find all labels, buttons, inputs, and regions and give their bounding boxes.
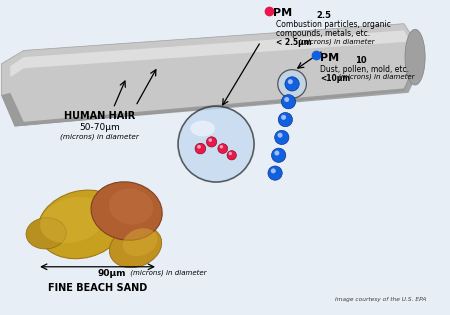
Ellipse shape [109, 226, 162, 268]
Polygon shape [0, 64, 1, 95]
Ellipse shape [109, 189, 153, 225]
Circle shape [281, 115, 286, 120]
Text: Combustion particles, organic: Combustion particles, organic [276, 20, 392, 29]
Text: (microns) in diameter: (microns) in diameter [296, 38, 374, 45]
Text: (microns) in diameter: (microns) in diameter [127, 269, 206, 276]
Circle shape [229, 152, 232, 155]
Text: FINE BEACH SAND: FINE BEACH SAND [48, 283, 147, 293]
Text: 10: 10 [355, 56, 366, 65]
Circle shape [220, 145, 223, 148]
Circle shape [288, 79, 293, 84]
Circle shape [178, 106, 254, 182]
Text: HUMAN HAIR: HUMAN HAIR [64, 111, 135, 121]
Circle shape [227, 151, 236, 160]
Circle shape [278, 133, 283, 138]
Ellipse shape [40, 197, 106, 243]
Text: PM: PM [320, 53, 339, 63]
Polygon shape [1, 68, 419, 126]
Text: 2.5: 2.5 [317, 11, 332, 20]
Circle shape [195, 143, 206, 154]
Circle shape [268, 166, 282, 180]
Ellipse shape [122, 228, 158, 256]
Circle shape [271, 169, 276, 173]
Polygon shape [1, 24, 413, 126]
Circle shape [274, 130, 289, 145]
Text: < 2.5μm: < 2.5μm [276, 38, 312, 47]
Ellipse shape [38, 190, 126, 259]
Polygon shape [10, 30, 410, 77]
Ellipse shape [190, 121, 215, 136]
Text: PM: PM [273, 8, 292, 18]
Circle shape [207, 137, 217, 147]
Text: (microns) in diameter: (microns) in diameter [60, 133, 139, 140]
Circle shape [208, 138, 212, 142]
Text: (microns) in diameter: (microns) in diameter [336, 74, 414, 80]
Text: Dust, pollen, mold, etc.: Dust, pollen, mold, etc. [320, 65, 409, 74]
Ellipse shape [405, 29, 425, 85]
Text: Image courtesy of the U.S. EPA: Image courtesy of the U.S. EPA [335, 297, 426, 302]
Circle shape [197, 145, 201, 149]
Ellipse shape [91, 182, 162, 240]
Text: 50-70μm: 50-70μm [79, 123, 120, 132]
Circle shape [278, 70, 306, 98]
Circle shape [284, 97, 289, 102]
Ellipse shape [26, 218, 66, 249]
Text: <10μm: <10μm [320, 74, 351, 83]
Text: 90μm: 90μm [98, 269, 126, 278]
Circle shape [218, 144, 228, 153]
Circle shape [278, 112, 293, 127]
Text: compounds, metals, etc.: compounds, metals, etc. [276, 29, 370, 38]
Circle shape [285, 77, 299, 91]
Circle shape [274, 151, 279, 156]
Circle shape [281, 94, 296, 109]
Circle shape [271, 148, 286, 163]
